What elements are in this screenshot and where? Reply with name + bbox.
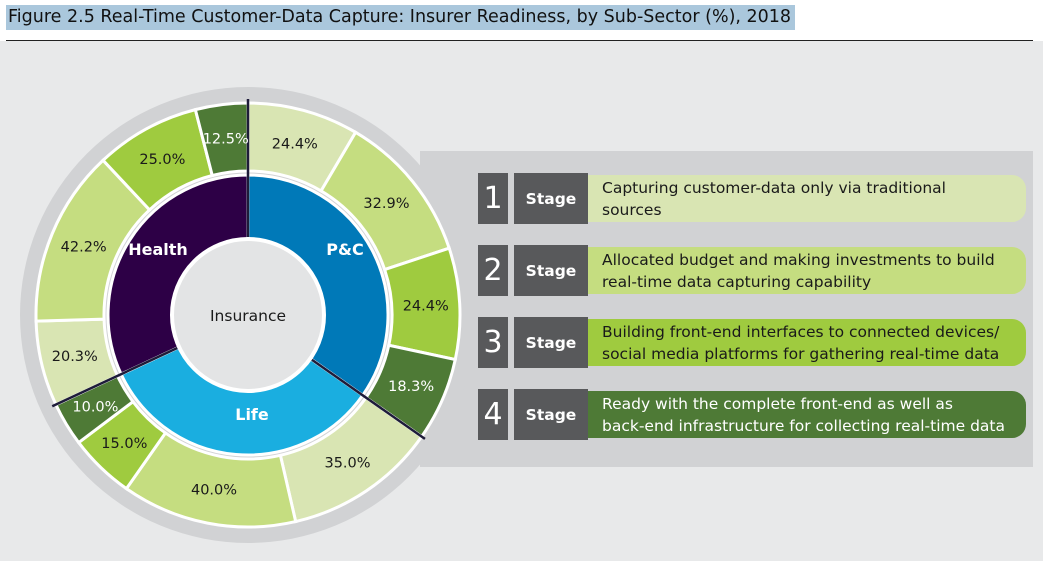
sector-divider (311, 358, 426, 440)
stage-label: Stage (514, 173, 588, 224)
legend-item-4: 4 Stage Ready with the complete front-en… (478, 389, 1026, 440)
stage-label: Stage (514, 245, 588, 296)
figure-panel: P&C 24.4% 32.9% 24.4% 18.3% Life 35.0% 40.0% 15.… (0, 41, 1043, 561)
segment-value-label: 42.2% (61, 240, 107, 256)
segment-value-label: 24.4% (403, 298, 449, 314)
stage-description-line: Capturing customer-data only via traditi… (602, 178, 946, 197)
segment-value-label: 20.3% (52, 349, 98, 365)
segment-value-label: 10.0% (72, 400, 118, 416)
sector-dividers (51, 99, 426, 440)
sector-label: P&C (326, 240, 363, 259)
stage-description: Building front-end interfaces to connect… (588, 319, 1026, 366)
stage-description-line: back-end infrastructure for collecting r… (602, 416, 1005, 435)
stage-description: Allocated budget and making investments … (588, 247, 1026, 294)
center-circle (170, 237, 326, 393)
sunburst-chart: P&C 24.4% 32.9% 24.4% 18.3% Life 35.0% 40.0% 15.… (20, 87, 1033, 543)
legend-item-2: 2 Stage Allocated budget and making inve… (478, 245, 1026, 296)
legend-backdrop (420, 151, 1033, 467)
segment-value-label: 25.0% (139, 152, 185, 168)
stage-label: Stage (514, 317, 588, 368)
stage-description-line: Allocated budget and making investments … (602, 250, 995, 269)
stage-description-line: real-time data capturing capability (602, 272, 872, 291)
segment-value-label: 12.5% (203, 131, 249, 147)
stage-number: 1 (478, 173, 508, 224)
stage-number: 4 (478, 389, 508, 440)
stage-description-line: sources (602, 200, 662, 219)
legend-item-3: 3 Stage Building front-end interfaces to… (478, 317, 1026, 368)
segment-value-label: 40.0% (191, 483, 237, 499)
sector-label: Health (128, 240, 188, 259)
stage-description-line: Ready with the complete front-end as wel… (602, 394, 953, 413)
title-rule (6, 40, 1033, 41)
legend-item-1: 1 Stage Capturing customer-data only via… (478, 173, 1026, 224)
stage-description-line: social media platforms for gathering rea… (602, 344, 1000, 363)
segment-value-label: 18.3% (388, 379, 434, 395)
segment-value-label: 35.0% (324, 456, 370, 472)
stage-description: Capturing customer-data only via traditi… (588, 175, 1026, 222)
stage-description: Ready with the complete front-end as wel… (588, 391, 1026, 438)
stage-number: 3 (478, 317, 508, 368)
center-label: Insurance (210, 307, 286, 325)
stage-label: Stage (514, 389, 588, 440)
sector-label: Life (235, 405, 269, 424)
segment-value-label: 24.4% (272, 136, 318, 152)
figure-title: Figure 2.5 Real-Time Customer-Data Captu… (6, 5, 796, 30)
sector-divider (51, 346, 178, 408)
stage-number: 2 (478, 245, 508, 296)
segment-value-label: 32.9% (363, 196, 409, 212)
outer-ring (34, 101, 462, 529)
chart-labels: P&C 24.4% 32.9% 24.4% 18.3% Life 35.0% 40.0% 15.… (52, 131, 449, 498)
stage-description-line: Building front-end interfaces to connect… (602, 322, 1000, 341)
segment-value-label: 15.0% (101, 436, 147, 452)
